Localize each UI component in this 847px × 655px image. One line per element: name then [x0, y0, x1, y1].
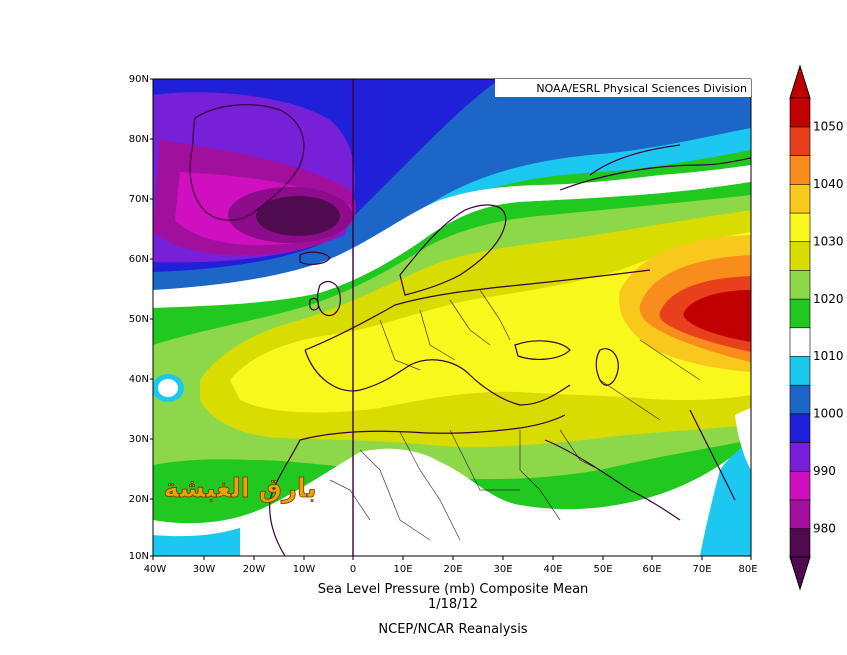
colorbar-label: 1020	[813, 292, 844, 306]
lon-tick-label: 60E	[642, 564, 661, 575]
source-label: NOAA/ESRL Physical Sciences Division	[536, 82, 747, 95]
colorbar-label: 1040	[813, 177, 844, 191]
lon-tick-label: 40E	[543, 564, 562, 575]
colorbar-band	[789, 298, 811, 329]
lon-tick-label: 10W	[293, 564, 316, 575]
lon-tick-label: 50E	[593, 564, 612, 575]
lon-tick-label: 40W	[144, 564, 167, 575]
colorbar-band	[789, 528, 811, 558]
colorbar-label: 1010	[813, 349, 844, 363]
colorbar-band	[789, 384, 811, 415]
lat-tick-label: 30N	[129, 434, 149, 445]
lat-tick-label: 10N	[129, 551, 149, 562]
source-label-box	[495, 79, 751, 97]
pressure-field	[153, 79, 751, 556]
lat-tick-label: 40N	[129, 374, 149, 385]
colorbar-top-arrow	[789, 64, 811, 99]
colorbar-band	[789, 155, 811, 185]
colorbar-band	[789, 126, 811, 156]
colorbar-band	[789, 327, 811, 357]
lon-tick-label: 80E	[738, 564, 757, 575]
lat-axis: 90N 80N 70N 60N 50N 40N 30N 20N 10N	[129, 74, 149, 562]
colorbar-band	[789, 470, 811, 501]
lat-tick-label: 70N	[129, 194, 149, 205]
borders	[329, 289, 701, 541]
lat-tick-label: 90N	[129, 74, 149, 85]
lon-tick-label: 20E	[443, 564, 462, 575]
lat-tick-label: 80N	[129, 134, 149, 145]
lat-tick-label: 60N	[129, 254, 149, 265]
colorbar-band	[789, 269, 811, 300]
colorbar-band	[789, 355, 811, 386]
caption-source: NCEP/NCAR Reanalysis	[378, 622, 527, 637]
lat-tick-label: 20N	[129, 494, 149, 505]
lon-tick-label: 70E	[692, 564, 711, 575]
colorbar-band	[789, 441, 811, 472]
colorbar-band	[789, 499, 811, 529]
colorbar-label: 980	[813, 521, 836, 535]
colorbar-band	[789, 97, 811, 128]
watermark-text: بارق الغبشة	[164, 474, 317, 504]
colorbar-band	[789, 212, 811, 243]
colorbar: 980 990 1000 1010 1020 1030 1040 1050	[789, 64, 844, 591]
caption-title: Sea Level Pressure (mb) Composite Mean	[318, 582, 589, 597]
colorbar-label: 990	[813, 464, 836, 478]
coastlines	[189, 104, 751, 556]
colorbar-label: 1000	[813, 407, 844, 421]
lon-ticks	[152, 556, 752, 560]
colorbar-label: 1050	[813, 120, 844, 134]
lon-tick-label: 30E	[493, 564, 512, 575]
colorbar-band	[789, 413, 811, 443]
colorbar-band	[789, 183, 811, 214]
colorbar-band	[789, 241, 811, 271]
caption-date: 1/18/12	[428, 597, 478, 612]
lat-tick-label: 50N	[129, 314, 149, 325]
lon-tick-label: 20W	[243, 564, 266, 575]
colorbar-bottom-arrow	[789, 556, 811, 591]
lon-tick-label: 30W	[193, 564, 216, 575]
map-frame	[152, 78, 752, 557]
lon-tick-label: 10E	[393, 564, 412, 575]
colorbar-label: 1030	[813, 234, 844, 248]
lon-tick-label: 0	[350, 564, 356, 575]
lon-axis: 40W 30W 20W 10W 0 10E 20E 30E 40E 50E 60…	[144, 564, 758, 575]
